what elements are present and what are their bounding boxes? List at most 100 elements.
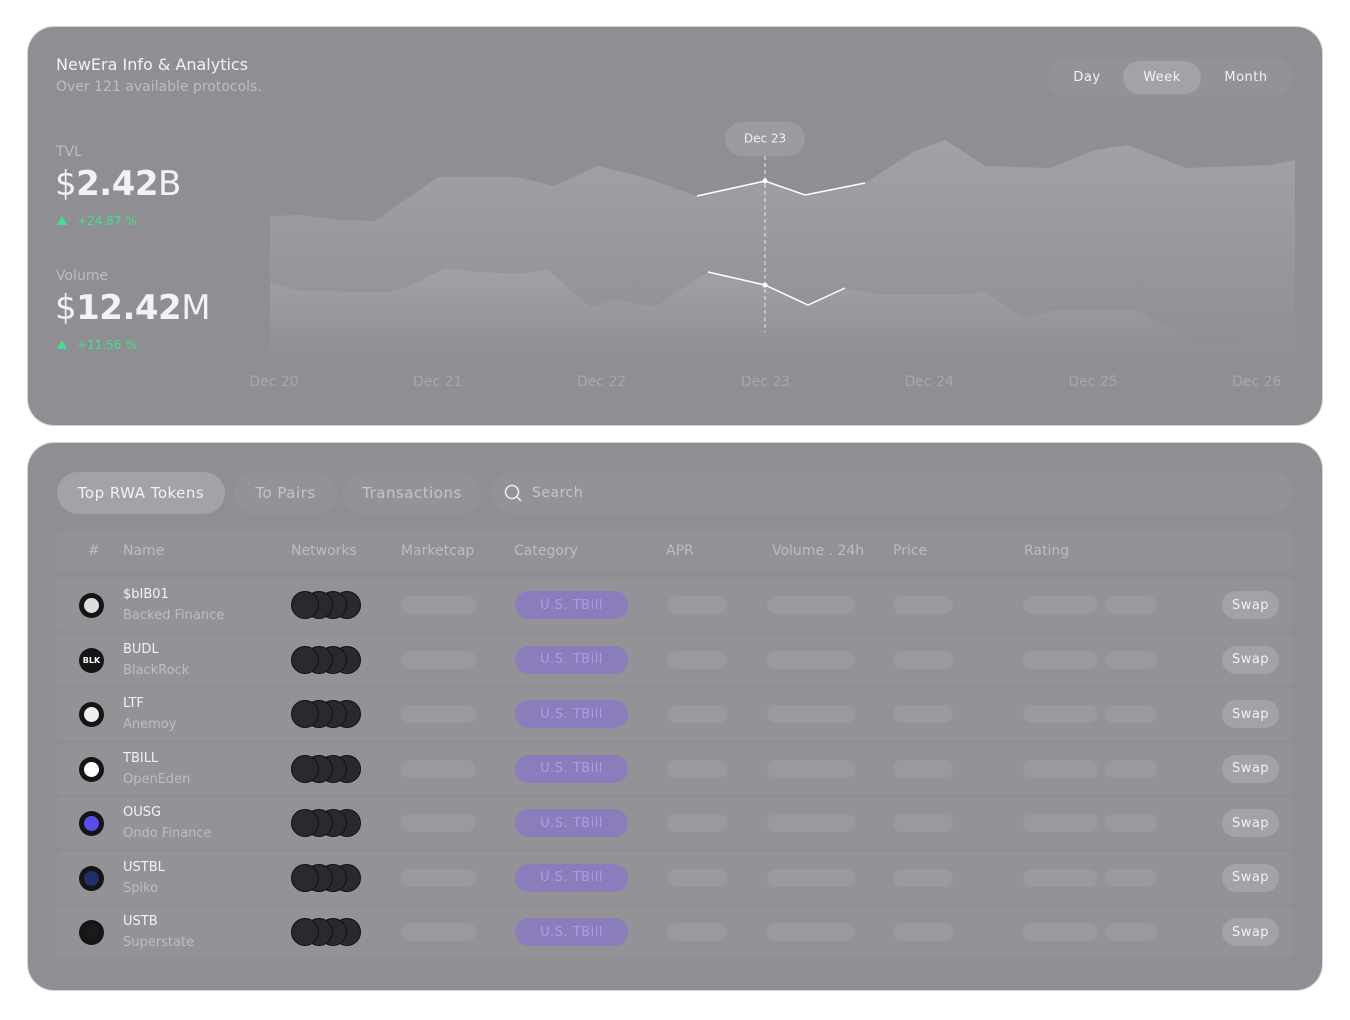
- token-icon: [79, 702, 104, 727]
- token-symbol: $bIB01: [123, 587, 169, 602]
- range-group: Day Week Month: [1047, 58, 1293, 97]
- token-icon: [79, 920, 104, 945]
- placeholder: [767, 596, 855, 614]
- network-icon: [291, 645, 319, 674]
- x-label: Dec 23: [741, 374, 790, 390]
- x-label: Dec 24: [905, 374, 954, 390]
- placeholder: [893, 596, 953, 614]
- cursor-dot: [762, 178, 768, 184]
- search-icon: [504, 484, 522, 502]
- placeholder: [667, 814, 727, 832]
- placeholder: [1105, 759, 1157, 778]
- column-header: #: [88, 543, 100, 559]
- network-icon: [291, 591, 319, 619]
- network-icon: [291, 918, 319, 946]
- tab[interactable]: To Pairs: [234, 472, 337, 514]
- range-button[interactable]: Month: [1224, 70, 1268, 85]
- table-row: USTBL Spiko U.S. TBill Swap: [56, 851, 1293, 904]
- x-label: Dec 20: [249, 374, 298, 390]
- token-issuer: Anemoy: [123, 717, 177, 732]
- token-symbol: BUDL: [123, 641, 159, 657]
- analytics-card: NewEra Info & Analytics Over 121 availab…: [28, 27, 1322, 425]
- placeholder: [1023, 650, 1098, 669]
- swap-button[interactable]: Swap: [1222, 700, 1279, 728]
- placeholder: [401, 814, 476, 832]
- placeholder: [1023, 759, 1098, 778]
- placeholder: [667, 596, 727, 614]
- swap-button[interactable]: Swap: [1222, 591, 1279, 619]
- category-pill: U.S. TBill: [515, 591, 628, 619]
- token-issuer: BlackRock: [123, 662, 190, 678]
- table-row: OUSG Ondo Finance U.S. TBill Swap: [56, 797, 1293, 849]
- column-header: Rating: [1024, 543, 1070, 559]
- placeholder: [401, 868, 476, 887]
- category-pill: U.S. TBill: [515, 700, 628, 728]
- column-header: APR: [666, 543, 694, 559]
- tab[interactable]: Transactions: [343, 472, 481, 514]
- placeholder: [1023, 705, 1098, 723]
- tab[interactable]: Top RWA Tokens: [57, 472, 225, 514]
- placeholder: [1105, 868, 1157, 887]
- x-label: Dec 26: [1232, 374, 1281, 390]
- swap-button[interactable]: Swap: [1222, 754, 1279, 783]
- placeholder: [767, 923, 855, 941]
- table-row: USTB Superstate U.S. TBill Swap: [56, 906, 1293, 958]
- placeholder: [893, 923, 953, 941]
- range-button[interactable]: Week: [1123, 61, 1201, 94]
- placeholder: [1105, 814, 1157, 832]
- token-issuer: Ondo Finance: [123, 826, 212, 841]
- placeholder: [1023, 596, 1098, 614]
- placeholder: [893, 705, 953, 723]
- placeholder: [767, 814, 855, 832]
- token-symbol: LTF: [123, 696, 144, 711]
- swap-button[interactable]: Swap: [1222, 809, 1279, 837]
- placeholder: [667, 650, 727, 669]
- swap-button[interactable]: Swap: [1222, 918, 1279, 946]
- unit: M: [181, 288, 211, 328]
- placeholder: [401, 705, 476, 723]
- placeholder: [667, 759, 727, 778]
- placeholder: [1023, 868, 1098, 887]
- column-header: Marketcap: [401, 543, 475, 559]
- table-header: # Name Networks Marketcap Category APR Volume …: [56, 530, 1293, 572]
- token-issuer: Backed Finance: [123, 608, 225, 623]
- placeholder: [401, 923, 476, 941]
- placeholder: [1105, 923, 1157, 941]
- cursor-dot: [762, 282, 768, 288]
- amount: 12.42: [76, 288, 182, 328]
- subtitle: Over 121 available protocols.: [56, 79, 262, 95]
- swap-button[interactable]: Swap: [1222, 645, 1279, 674]
- placeholder: [401, 596, 476, 614]
- stat-change: +11.56 %: [57, 338, 137, 352]
- volume-area: [270, 268, 1295, 360]
- range-button[interactable]: Day: [1073, 70, 1101, 85]
- search[interactable]: Search: [492, 472, 1293, 514]
- x-label: Dec 25: [1068, 374, 1117, 390]
- x-label: Dec 22: [577, 374, 626, 390]
- volume-line-highlight: [707, 271, 846, 306]
- placeholder: [767, 705, 855, 723]
- placeholder: [893, 759, 953, 778]
- placeholder: [401, 759, 476, 778]
- category-pill: U.S. TBill: [515, 918, 628, 946]
- table-row: $bIB01 Backed Finance U.S. TBill Swap: [56, 579, 1293, 631]
- placeholder: [893, 814, 953, 832]
- search-placeholder: Search: [532, 485, 584, 501]
- swap-button[interactable]: Swap: [1222, 863, 1279, 892]
- chart: Dec 23 Dec 20 Dec 21 Dec 22 Dec 23 Dec 24 Dec…: [249, 122, 1295, 390]
- placeholder: [893, 650, 953, 669]
- icon-glyph: [84, 707, 99, 722]
- network-icon: [291, 863, 319, 892]
- placeholder: [1023, 923, 1098, 941]
- token-icon: [79, 811, 104, 836]
- icon-glyph: [84, 925, 99, 940]
- currency: $: [55, 164, 77, 204]
- placeholder: [893, 868, 953, 887]
- tooltip-text: Dec 23: [744, 132, 786, 146]
- table-row: BLK BUDL BlackRock U.S. TBill Swap: [56, 633, 1293, 686]
- token-issuer: Superstate: [123, 935, 195, 950]
- placeholder: [767, 650, 855, 669]
- network-icon: [291, 700, 319, 728]
- tvl-line-highlight: [696, 180, 866, 197]
